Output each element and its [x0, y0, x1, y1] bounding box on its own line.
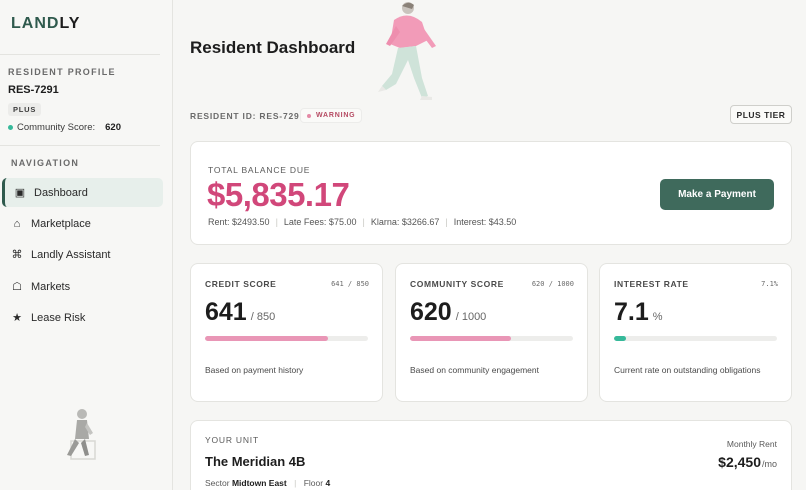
metric-value-suffix: % [652, 311, 663, 323]
metric-description: Based on community engagement [410, 365, 539, 375]
logo-text-b: LY [59, 15, 81, 32]
unit-label: YOUR UNIT [205, 435, 259, 445]
command-icon: ⌘ [11, 249, 23, 261]
interest-amount: Interest: $43.50 [453, 217, 517, 227]
nav-label: Marketplace [31, 217, 91, 230]
nav-section-title: NAVIGATION [11, 158, 80, 168]
late-fees-amount: Late Fees: $75.00 [283, 217, 357, 227]
metric-label: COMMUNITY SCORE [410, 279, 504, 289]
logo-text-a: LAND [11, 15, 60, 32]
unit-name: The Meridian 4B [205, 454, 306, 469]
metric-value: 7.1 % [614, 298, 663, 327]
divider [0, 145, 160, 146]
profile-section-title: RESIDENT PROFILE [8, 67, 116, 77]
resident-id: RES-7291 [8, 84, 59, 96]
balance-breakdown: Rent: $2493.50 | Late Fees: $75.00 | Kla… [208, 217, 517, 227]
credit-score-card: CREDIT SCORE 641 / 850 641 / 850 Based o… [190, 263, 383, 402]
sidebar: LANDLY RESIDENT PROFILE RES-7291 PLUS Co… [0, 0, 173, 490]
progress-fill [410, 336, 512, 341]
market-icon: ☖ [12, 281, 22, 293]
progress-fill [205, 336, 328, 341]
metric-value: 641 / 850 [205, 298, 275, 327]
nav-item-marketplace[interactable]: ⌂ Marketplace [2, 209, 163, 238]
dashboard-icon: ▣ [14, 187, 26, 199]
balance-label: TOTAL BALANCE DUE [208, 165, 311, 175]
unit-meta: Sector Midtown East | Floor 4 [205, 478, 331, 488]
nav-label: Dashboard [34, 186, 88, 199]
balance-amount: $5,835.17 [207, 176, 350, 213]
nav-item-landly-assistant[interactable]: ⌘ Landly Assistant [2, 240, 163, 269]
walking-person-illustration [378, 2, 436, 100]
make-payment-button[interactable]: Make a Payment [660, 179, 774, 210]
community-score-value: 620 [105, 122, 121, 133]
metric-value-number: 620 [410, 298, 452, 326]
metric-value-suffix: / 1000 [455, 311, 487, 323]
warning-label: WARNING [316, 112, 356, 119]
progress-fill [614, 336, 626, 341]
nav-label: Landly Assistant [31, 248, 111, 261]
monthly-rent-label: Monthly Rent [726, 439, 777, 449]
metric-range: 620 / 1000 [531, 280, 574, 288]
metric-value-suffix: / 850 [250, 311, 276, 323]
interest-rate-card: INTEREST RATE 7.1% 7.1 % Current rate on… [599, 263, 792, 402]
tier-badge: PLUS [8, 103, 42, 116]
metric-value-number: 7.1 [614, 298, 649, 326]
status-dot-icon [8, 125, 13, 130]
metric-description: Current rate on outstanding obligations [614, 365, 761, 375]
nav-item-lease-risk[interactable]: ★ Lease Risk [2, 303, 163, 332]
divider [0, 54, 160, 55]
landly-logo[interactable]: LANDLY [11, 15, 80, 33]
progress-track [205, 336, 368, 341]
klarna-amount: Klarna: $3266.67 [370, 217, 440, 227]
home-icon: ⌂ [13, 217, 21, 230]
metric-description: Based on payment history [205, 365, 304, 375]
monthly-rent-period: /mo [761, 459, 777, 469]
progress-track [614, 336, 777, 341]
plus-tier-button[interactable]: PLUS TIER [730, 105, 792, 124]
community-score-card: COMMUNITY SCORE 620 / 1000 620 / 1000 Ba… [395, 263, 588, 402]
metric-range: 641 / 850 [331, 280, 369, 288]
balance-card: TOTAL BALANCE DUE $5,835.17 Rent: $2493.… [190, 141, 792, 245]
sector-label: Sector [205, 478, 230, 488]
nav-label: Markets [31, 280, 71, 293]
metric-label: CREDIT SCORE [205, 279, 277, 289]
star-icon: ★ [12, 312, 22, 324]
progress-track [410, 336, 573, 341]
floor-label: Floor [303, 478, 324, 488]
unit-card: YOUR UNIT The Meridian 4B Sector Midtown… [190, 420, 792, 490]
metric-value-number: 641 [205, 298, 247, 326]
rent-amount: Rent: $2493.50 [208, 217, 270, 227]
community-score-label: Community Score: [17, 122, 96, 133]
resident-id-line: RESIDENT ID: RES-7291 [190, 111, 306, 121]
nav-item-dashboard[interactable]: ▣ Dashboard [2, 178, 163, 207]
nav-label: Lease Risk [31, 311, 86, 324]
community-score: Community Score: 620 [8, 122, 121, 133]
floor-value: 4 [325, 478, 331, 488]
metric-range: 7.1% [761, 280, 778, 288]
metric-value: 620 / 1000 [410, 298, 486, 327]
metric-label: INTEREST RATE [614, 279, 689, 289]
page-title: Resident Dashboard [190, 38, 356, 57]
sitting-person-illustration [67, 409, 96, 460]
monthly-rent-amount: $2,450 [718, 454, 761, 470]
warning-badge: WARNING [300, 108, 363, 123]
warning-dot-icon [307, 113, 311, 118]
nav-item-markets[interactable]: ☖ Markets [2, 272, 163, 301]
monthly-rent: $2,450 /mo [718, 454, 777, 470]
sector-value: Midtown East [231, 478, 287, 488]
